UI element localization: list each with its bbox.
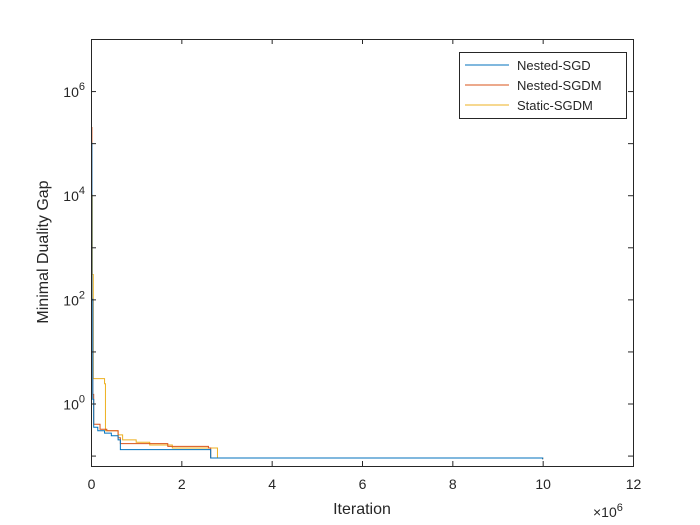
y-tick-label: 106 xyxy=(63,81,85,100)
ticks-layer: 0 2 4 6 8 10 12 100 102 104 106 xyxy=(63,39,641,492)
x-tick-label: 12 xyxy=(626,476,642,492)
x-tick-label: 8 xyxy=(449,476,457,492)
x-tick-label: 10 xyxy=(535,476,551,492)
y-tick-label: 102 xyxy=(63,289,85,308)
series-layer xyxy=(91,65,544,460)
x-tick-label: 6 xyxy=(359,476,367,492)
legend: Nested-SGD Nested-SGDM Static-SGDM xyxy=(459,52,627,119)
y-tick-label: 104 xyxy=(63,185,85,204)
series-line-nested-sgd xyxy=(91,142,544,460)
x-multiplier: ×106 xyxy=(593,502,623,520)
x-axis-label: Iteration xyxy=(333,501,391,518)
legend-label: Nested-SGD xyxy=(517,58,591,73)
legend-label: Nested-SGDM xyxy=(517,78,602,93)
x-tick-label: 2 xyxy=(178,476,186,492)
legend-label: Static-SGDM xyxy=(517,98,593,113)
x-tick-label: 0 xyxy=(88,476,96,492)
x-tick-label: 4 xyxy=(268,476,276,492)
y-axis-label: Minimal Duality Gap xyxy=(35,180,52,323)
y-tick-label: 100 xyxy=(63,394,85,413)
